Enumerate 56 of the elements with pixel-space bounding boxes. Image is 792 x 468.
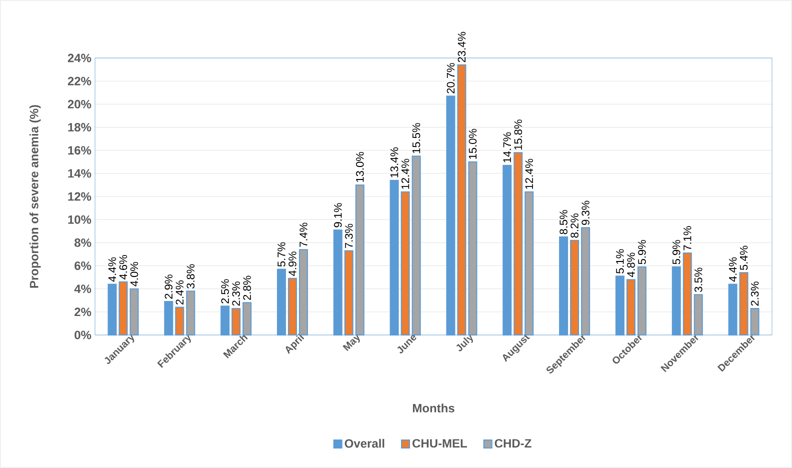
data-label: 5.7% bbox=[278, 242, 286, 267]
data-label: 13.0% bbox=[356, 152, 364, 182]
data-label: 5.9% bbox=[638, 240, 646, 264]
data-label: 5.9% bbox=[672, 240, 680, 264]
legend-label: Overall bbox=[344, 438, 384, 448]
data-label: 4.9% bbox=[288, 252, 296, 276]
y-tick-label: 20% bbox=[68, 100, 92, 108]
data-label: 12.4% bbox=[525, 158, 533, 189]
data-label: 15.8% bbox=[514, 120, 522, 150]
data-label: 12.4% bbox=[401, 158, 410, 189]
data-label: 4.4% bbox=[728, 257, 737, 282]
data-label: 7.4% bbox=[300, 222, 308, 247]
x-tick-label: July bbox=[456, 334, 473, 352]
data-label: 4.8% bbox=[627, 252, 635, 278]
y-tick-label: 24% bbox=[68, 54, 92, 62]
data-label: 2.8% bbox=[243, 276, 251, 300]
data-label: 7.1% bbox=[684, 226, 692, 250]
data-label: 5.1% bbox=[616, 249, 624, 274]
data-label: 9.3% bbox=[582, 200, 590, 225]
x-axis-title: Months bbox=[412, 404, 454, 412]
y-tick-label: 6% bbox=[74, 261, 92, 270]
data-label: 23.4% bbox=[458, 32, 466, 62]
data-label: 2.4% bbox=[176, 280, 184, 305]
data-label: 4.4% bbox=[108, 257, 116, 282]
data-label: 20.7% bbox=[446, 63, 455, 94]
data-label: 5.4% bbox=[740, 246, 748, 270]
data-label: 2.9% bbox=[164, 274, 173, 299]
data-label: 8.5% bbox=[560, 210, 568, 234]
data-label: 3.5% bbox=[694, 268, 702, 292]
data-label: 13.4% bbox=[390, 147, 398, 178]
data-label: 4.6% bbox=[119, 255, 128, 280]
legend-label: CHD-Z bbox=[494, 439, 532, 448]
y-axis-title: Proportion of severe anemia (%) bbox=[30, 105, 41, 288]
data-label: 9.1% bbox=[334, 203, 342, 228]
y-tick-label: 14% bbox=[68, 169, 92, 178]
y-tick-label: 0% bbox=[74, 330, 92, 340]
data-label: 8.2% bbox=[570, 213, 578, 238]
data-label: 2.5% bbox=[221, 279, 229, 304]
data-label: 3.8% bbox=[186, 264, 195, 289]
data-label: 2.3% bbox=[750, 282, 759, 306]
y-tick-label: 8% bbox=[74, 238, 92, 247]
data-label: 7.3% bbox=[344, 224, 353, 248]
x-tick-label: May bbox=[342, 334, 360, 352]
data-label: 15.5% bbox=[412, 123, 420, 154]
data-label: 14.7% bbox=[503, 132, 511, 162]
y-tick-label: 4% bbox=[74, 284, 92, 294]
data-label: 4.0% bbox=[130, 262, 138, 286]
legend-label: CHU-MEL bbox=[412, 439, 467, 448]
y-tick-label: 22% bbox=[68, 76, 92, 86]
y-tick-label: 12% bbox=[68, 192, 92, 201]
y-tick-label: 16% bbox=[68, 146, 92, 155]
y-tick-label: 10% bbox=[68, 215, 92, 224]
data-label: 15.0% bbox=[468, 128, 477, 159]
y-tick-label: 2% bbox=[74, 308, 92, 316]
y-tick-label: 18% bbox=[68, 123, 92, 132]
data-label: 2.3% bbox=[232, 282, 240, 306]
